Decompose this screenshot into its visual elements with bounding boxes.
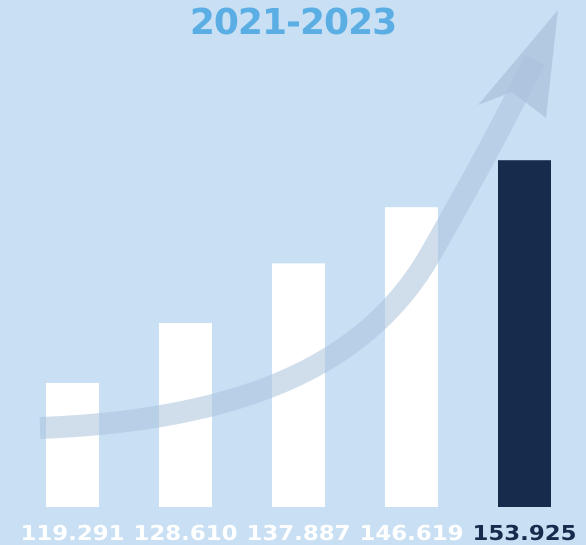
bar-5 bbox=[498, 160, 551, 507]
value-label-4: 146.619 bbox=[360, 521, 464, 545]
value-labels-group: 119.291 128.610 137.887 146.619 153.925 bbox=[21, 521, 577, 545]
bars-group bbox=[46, 160, 551, 508]
trend-arrow-head bbox=[478, 10, 558, 118]
chart-title: 2021-2023 bbox=[189, 2, 397, 43]
value-label-3: 137.887 bbox=[247, 521, 351, 545]
trend-arrow-icon bbox=[39, 10, 558, 439]
value-label-2: 128.610 bbox=[134, 521, 238, 545]
bar-1 bbox=[46, 382, 99, 507]
value-label-1: 119.291 bbox=[21, 521, 125, 545]
value-label-5: 153.925 bbox=[473, 521, 577, 545]
trend-arrow-shaft bbox=[39, 55, 545, 439]
